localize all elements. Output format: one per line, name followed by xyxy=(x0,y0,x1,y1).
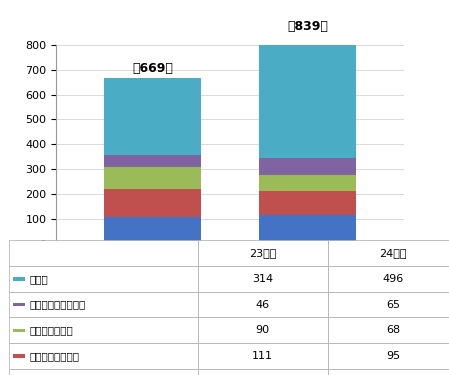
Text: 24年度: 24年度 xyxy=(379,248,407,258)
Text: その他: その他 xyxy=(29,274,48,284)
Text: 95: 95 xyxy=(386,351,400,361)
Bar xyxy=(13,277,25,280)
FancyBboxPatch shape xyxy=(198,240,328,266)
Text: 労働時間管理関係: 労働時間管理関係 xyxy=(29,351,79,361)
Bar xyxy=(105,155,201,167)
Text: 314: 314 xyxy=(252,274,273,284)
FancyBboxPatch shape xyxy=(9,266,198,292)
Text: パート労働関係: パート労働関係 xyxy=(29,325,73,335)
Text: 計839件: 計839件 xyxy=(287,20,328,33)
Bar xyxy=(13,303,25,306)
Text: メンタルヘルス関係: メンタルヘルス関係 xyxy=(29,300,85,310)
FancyBboxPatch shape xyxy=(9,369,198,375)
Bar xyxy=(13,354,25,358)
FancyBboxPatch shape xyxy=(9,317,198,343)
Text: 46: 46 xyxy=(255,300,270,310)
FancyBboxPatch shape xyxy=(198,343,328,369)
Bar xyxy=(105,78,201,155)
Text: 496: 496 xyxy=(382,274,404,284)
Bar xyxy=(105,167,201,189)
FancyBboxPatch shape xyxy=(9,292,198,317)
Text: 111: 111 xyxy=(252,351,273,361)
FancyBboxPatch shape xyxy=(328,369,449,375)
FancyBboxPatch shape xyxy=(198,369,328,375)
FancyBboxPatch shape xyxy=(198,292,328,317)
Text: 65: 65 xyxy=(386,300,400,310)
FancyBboxPatch shape xyxy=(328,292,449,317)
FancyBboxPatch shape xyxy=(328,343,449,369)
Bar xyxy=(259,158,356,174)
Bar xyxy=(259,174,356,191)
Text: 23年度: 23年度 xyxy=(249,248,276,258)
Bar xyxy=(105,217,201,243)
FancyBboxPatch shape xyxy=(198,266,328,292)
FancyBboxPatch shape xyxy=(198,317,328,343)
Text: 計669件: 計669件 xyxy=(132,62,173,75)
Bar xyxy=(259,191,356,215)
FancyBboxPatch shape xyxy=(9,343,198,369)
Bar xyxy=(259,215,356,243)
Text: 68: 68 xyxy=(386,325,400,335)
Bar xyxy=(13,328,25,332)
FancyBboxPatch shape xyxy=(9,240,198,266)
Text: 90: 90 xyxy=(255,325,270,335)
Bar xyxy=(259,35,356,158)
FancyBboxPatch shape xyxy=(328,240,449,266)
FancyBboxPatch shape xyxy=(328,266,449,292)
FancyBboxPatch shape xyxy=(328,317,449,343)
Bar xyxy=(105,189,201,217)
